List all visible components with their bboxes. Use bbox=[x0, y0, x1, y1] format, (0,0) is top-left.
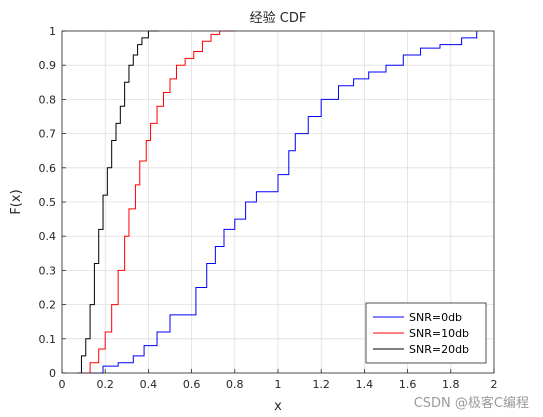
x-tick-label: 1.4 bbox=[356, 378, 374, 391]
y-tick-label: 0.2 bbox=[39, 299, 57, 312]
series-line-snr-10db bbox=[81, 30, 235, 374]
y-tick-label: 0.7 bbox=[39, 128, 57, 141]
y-tick-label: 0.1 bbox=[39, 333, 57, 346]
y-tick-label: 0.4 bbox=[39, 230, 57, 243]
x-tick-label: 1.2 bbox=[312, 378, 330, 391]
y-tick-label: 0.5 bbox=[39, 196, 57, 209]
x-tick-label: 1.6 bbox=[399, 378, 417, 391]
x-tick-label: 0.4 bbox=[140, 378, 158, 391]
x-tick-label: 1.8 bbox=[442, 378, 460, 391]
y-axis-title: F(x) bbox=[9, 189, 24, 214]
legend-label-snr0: SNR=0db bbox=[409, 311, 462, 324]
legend: SNR=0db SNR=10db SNR=20db bbox=[365, 302, 487, 364]
y-tick-label: 0.3 bbox=[39, 264, 57, 277]
x-tick-label: 0.2 bbox=[96, 378, 114, 391]
x-tick-label: 0 bbox=[59, 378, 66, 391]
x-tick-label: 0.6 bbox=[183, 378, 201, 391]
x-tick-label: 1 bbox=[275, 378, 282, 391]
y-tick-label: 0 bbox=[49, 367, 56, 380]
y-tick-label: 0.9 bbox=[39, 59, 57, 72]
watermark: CSDN @极客C编程 bbox=[413, 396, 529, 411]
x-axis-title: x bbox=[274, 399, 282, 414]
y-tick-label: 1 bbox=[49, 25, 56, 38]
series-layer bbox=[77, 30, 478, 374]
y-tick-label: 0.6 bbox=[39, 162, 57, 175]
x-tick-label: 0.8 bbox=[226, 378, 244, 391]
chart-title: 经验 CDF bbox=[250, 10, 307, 26]
x-tick-label: 2 bbox=[491, 378, 498, 391]
series-line-snr-0db bbox=[87, 31, 478, 374]
series-line-snr-20db bbox=[77, 30, 160, 374]
y-tick-label: 0.8 bbox=[39, 93, 57, 106]
legend-label-snr20: SNR=20db bbox=[409, 343, 469, 356]
legend-label-snr10: SNR=10db bbox=[409, 327, 469, 340]
axis-ticks: 0 0.2 0.4 0.6 0.8 1 1.2 1.4 1.6 1.8 2 0 0.1 0.2 0.3 0.4… bbox=[39, 25, 498, 391]
